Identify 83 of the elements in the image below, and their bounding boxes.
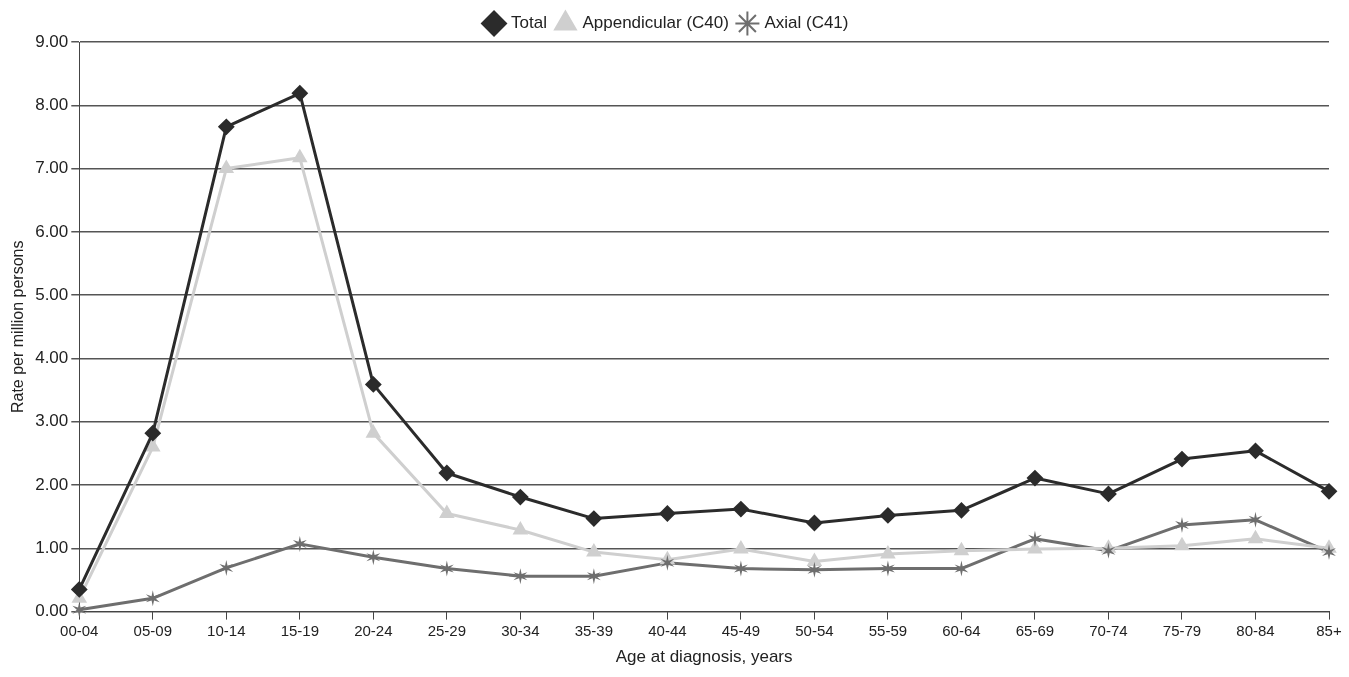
point — [807, 553, 822, 567]
point — [144, 425, 161, 442]
x-tick-label: 30-34 — [501, 621, 540, 639]
point — [291, 85, 308, 102]
point — [806, 515, 823, 531]
point — [586, 544, 601, 557]
y-tick-label: 8.00 — [35, 94, 69, 114]
x-tick-label: 55-59 — [868, 621, 908, 639]
point — [439, 560, 454, 577]
y-tick-label: 0.00 — [35, 601, 69, 621]
point — [1321, 483, 1337, 500]
point — [218, 118, 235, 135]
point — [1248, 511, 1263, 528]
point — [954, 542, 969, 556]
y-tick-label: 6.00 — [35, 221, 69, 241]
x-tick-label: 80-84 — [1236, 621, 1275, 639]
x-tick-label: 75-79 — [1162, 621, 1202, 639]
point — [1322, 544, 1336, 561]
point — [1248, 530, 1263, 544]
legend-label: Appendicular (C40) — [582, 13, 729, 33]
point — [585, 510, 602, 527]
x-tick-label: 85+ — [1316, 621, 1342, 639]
legend-label: Total — [511, 13, 547, 33]
point — [1028, 530, 1042, 547]
x-tick-label: 10-14 — [207, 621, 246, 639]
point — [219, 160, 234, 174]
point — [660, 554, 675, 571]
point — [807, 561, 822, 578]
y-tick-label: 7.00 — [35, 158, 69, 178]
x-tick-label: 65-69 — [1015, 621, 1055, 639]
point — [513, 521, 528, 535]
x-tick-label: 20-24 — [354, 621, 393, 639]
point — [879, 507, 896, 524]
y-tick-label: 4.00 — [35, 348, 69, 368]
point — [1100, 485, 1117, 502]
x-tick-label: 00-04 — [60, 621, 99, 639]
point — [145, 439, 160, 452]
legend-label: Axial (C41) — [764, 13, 849, 33]
point — [1101, 542, 1116, 559]
point — [438, 465, 455, 481]
point — [881, 560, 895, 577]
point — [733, 540, 748, 554]
point — [586, 568, 601, 585]
point — [1173, 451, 1190, 468]
y-tick-label: 9.00 — [35, 31, 69, 51]
point — [365, 376, 382, 393]
point — [512, 489, 529, 506]
point — [732, 501, 749, 518]
x-tick-label: 35-39 — [574, 621, 614, 639]
point — [1247, 442, 1264, 459]
point — [366, 549, 381, 566]
y-tick-label: 2.00 — [35, 474, 69, 494]
point — [513, 568, 528, 585]
x-tick-label: 50-54 — [795, 621, 834, 639]
point — [880, 546, 895, 559]
y-tick-label: 5.00 — [35, 284, 69, 304]
x-axis-title: Age at diagnosis, years — [615, 647, 793, 667]
point — [1026, 470, 1043, 487]
x-tick-label: 60-64 — [942, 621, 981, 639]
point — [145, 590, 160, 607]
point — [439, 505, 454, 518]
point — [219, 559, 234, 576]
x-tick-label: 45-49 — [721, 621, 761, 639]
point — [954, 560, 969, 577]
point — [1174, 537, 1190, 551]
y-tick-label: 1.00 — [35, 538, 69, 557]
point — [1027, 540, 1043, 554]
point — [659, 505, 676, 522]
point — [953, 502, 970, 519]
point — [292, 535, 307, 552]
point — [1175, 516, 1189, 533]
y-tick-label: 3.00 — [35, 411, 69, 431]
x-tick-label: 40-44 — [648, 621, 687, 639]
x-tick-label: 15-19 — [280, 621, 320, 639]
x-tick-label: 70-74 — [1089, 621, 1128, 639]
y-axis-title: Rate per million persons — [9, 240, 27, 414]
point — [733, 560, 748, 577]
point — [72, 601, 87, 618]
point — [366, 425, 381, 438]
point — [292, 149, 307, 163]
x-tick-label: 05-09 — [133, 621, 172, 639]
x-tick-label: 25-29 — [427, 621, 467, 639]
point — [71, 581, 88, 598]
